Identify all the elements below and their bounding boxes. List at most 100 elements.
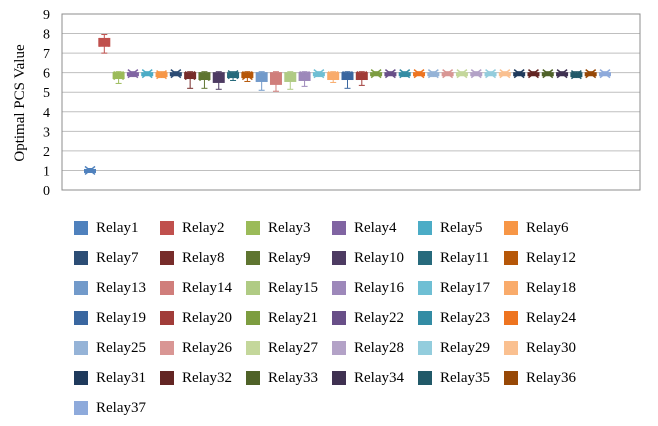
- median-marker: [499, 69, 511, 79]
- legend-label: Relay21: [268, 309, 318, 326]
- y-tick-label: 7: [43, 47, 50, 62]
- median-marker: [241, 71, 253, 81]
- median-marker: [370, 69, 382, 79]
- median-marker: [528, 69, 539, 79]
- legend-label: Relay12: [526, 249, 576, 266]
- median-marker: [356, 71, 368, 81]
- legend-swatch: [160, 251, 174, 265]
- legend-swatch: [418, 371, 432, 385]
- median-marker: [270, 73, 282, 84]
- legend-swatch: [418, 281, 432, 295]
- legend-swatch: [160, 311, 174, 325]
- legend-swatch: [246, 311, 260, 325]
- y-axis-label: Optimal PCS Value: [12, 44, 28, 162]
- median-marker: [213, 72, 225, 83]
- legend-swatch: [74, 341, 88, 355]
- legend-label: Relay33: [268, 369, 318, 386]
- median-marker: [256, 72, 268, 83]
- legend-item: Relay33: [246, 363, 318, 393]
- median-marker: [141, 69, 153, 79]
- legend-item: Relay36: [504, 363, 576, 393]
- median-marker: [556, 69, 568, 79]
- chart: Optimal PCS Value 0 1 2 3 4 5 6 7 8 9: [12, 8, 641, 199]
- legend-label: Relay15: [268, 279, 318, 296]
- median-marker: [170, 69, 182, 79]
- y-tick-label: 1: [43, 164, 50, 179]
- legend-item: Relay1: [74, 213, 139, 243]
- legend-item: Relay34: [332, 363, 404, 393]
- legend-item: Relay29: [418, 333, 490, 363]
- legend-label: Relay32: [182, 369, 232, 386]
- legend-swatch: [160, 221, 174, 235]
- legend-item: Relay10: [332, 243, 404, 273]
- legend-swatch: [160, 341, 174, 355]
- legend-label: Relay7: [96, 249, 139, 266]
- y-tick-label: 4: [43, 106, 50, 121]
- legend-swatch: [418, 221, 432, 235]
- legend-label: Relay29: [440, 339, 490, 356]
- legend-swatch: [504, 341, 518, 355]
- legend-item: Relay24: [504, 303, 576, 333]
- legend-label: Relay25: [96, 339, 146, 356]
- legend-swatch: [74, 401, 88, 415]
- legend-item: Relay13: [74, 273, 146, 303]
- median-marker: [442, 69, 454, 79]
- legend-label: Relay6: [526, 219, 569, 236]
- legend-swatch: [74, 251, 88, 265]
- legend-label: Relay1: [96, 219, 139, 236]
- legend-item: Relay28: [332, 333, 404, 363]
- median-marker: [284, 71, 296, 82]
- y-tick-label: 5: [43, 86, 50, 101]
- median-marker: [98, 37, 110, 47]
- legend-label: Relay8: [182, 249, 225, 266]
- box-relay16: [298, 72, 311, 81]
- legend-label: Relay35: [440, 369, 490, 386]
- legend-swatch: [246, 371, 260, 385]
- legend-swatch: [418, 251, 432, 265]
- median-marker: [485, 69, 497, 79]
- y-tick-label: 9: [43, 8, 50, 23]
- legend-label: Relay4: [354, 219, 397, 236]
- legend-label: Relay34: [354, 369, 404, 386]
- legend-label: Relay16: [354, 279, 404, 296]
- legend-item: Relay6: [504, 213, 569, 243]
- legend-swatch: [160, 371, 174, 385]
- median-marker: [413, 69, 425, 79]
- y-tick-label: 3: [43, 125, 50, 140]
- legend-swatch: [246, 251, 260, 265]
- median-marker: [127, 69, 139, 79]
- legend-label: Relay19: [96, 309, 146, 326]
- legend-label: Relay10: [354, 249, 404, 266]
- legend-item: Relay12: [504, 243, 576, 273]
- legend-item: Relay17: [418, 273, 490, 303]
- legend-item: Relay15: [246, 273, 318, 303]
- y-tick-label: 2: [43, 145, 50, 160]
- legend-swatch: [504, 371, 518, 385]
- legend-swatch: [332, 281, 346, 295]
- legend-item: Relay32: [160, 363, 232, 393]
- legend-item: Relay19: [74, 303, 146, 333]
- legend-swatch: [74, 311, 88, 325]
- legend-swatch: [160, 281, 174, 295]
- legend-swatch: [332, 311, 346, 325]
- legend-item: Relay14: [160, 273, 232, 303]
- legend-label: Relay14: [182, 279, 232, 296]
- legend-swatch: [246, 221, 260, 235]
- legend-item: Relay9: [246, 243, 311, 273]
- legend-item: Relay2: [160, 213, 225, 243]
- y-tick-label: 6: [43, 67, 50, 82]
- legend-item: Relay18: [504, 273, 576, 303]
- median-marker: [327, 71, 339, 81]
- legend-swatch: [418, 341, 432, 355]
- legend-label: Relay23: [440, 309, 490, 326]
- legend-label: Relay18: [526, 279, 576, 296]
- legend-label: Relay28: [354, 339, 404, 356]
- legend-swatch: [332, 221, 346, 235]
- median-marker: [585, 69, 597, 79]
- median-marker: [227, 70, 239, 80]
- legend-swatch: [504, 221, 518, 235]
- legend-label: Relay9: [268, 249, 311, 266]
- legend-swatch: [332, 341, 346, 355]
- legend-item: Relay23: [418, 303, 490, 333]
- median-marker: [113, 71, 125, 81]
